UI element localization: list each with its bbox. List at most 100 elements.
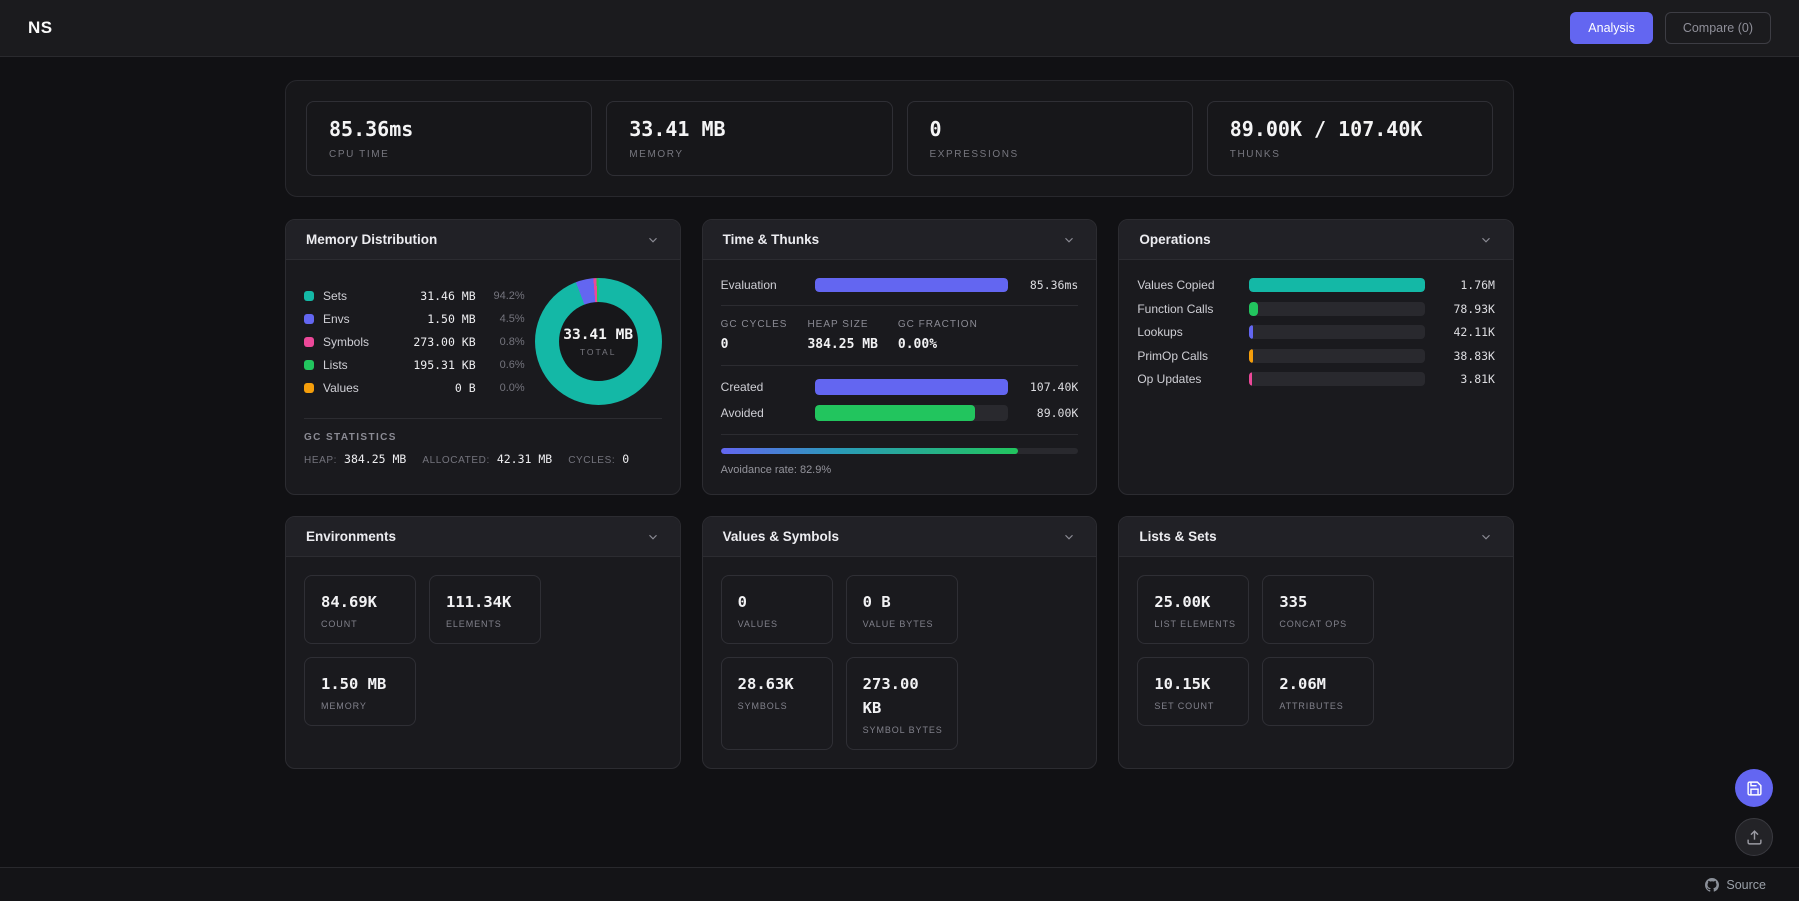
panel-lists-sets: Lists & Sets 25.00K LIST ELEMENTS 335 CO… — [1118, 516, 1514, 770]
environments-header[interactable]: Environments — [286, 517, 680, 557]
time-thunks-title: Time & Thunks — [722, 232, 820, 247]
app-logo: NS — [28, 18, 53, 37]
avoided-value: 89.00K — [1036, 406, 1079, 420]
values-color-dot — [304, 382, 314, 393]
op-label: Lookups — [1137, 325, 1183, 339]
save-icon — [1746, 780, 1762, 796]
chevron-down-icon[interactable] — [646, 233, 660, 247]
symbols-color-dot — [304, 336, 314, 347]
expressions-label: EXPRESSIONS — [929, 149, 1019, 160]
chevron-down-icon[interactable] — [646, 530, 660, 544]
legend-value: 31.46 MB — [420, 288, 476, 303]
analysis-button[interactable]: Analysis — [1570, 12, 1653, 44]
legend-item-symbols: Symbols 273.00 KB 0.8% — [304, 330, 525, 353]
created-label: Created — [720, 380, 764, 394]
op-updates-row: Op Updates 3.81K — [1137, 372, 1495, 386]
memory-legend: Sets 31.46 MB 94.2% Envs 1.50 MB 4.5% — [304, 284, 525, 399]
save-button[interactable] — [1735, 769, 1773, 807]
source-link[interactable]: Source — [1705, 877, 1766, 892]
mini-label: SET COUNT — [1154, 701, 1215, 712]
cpu-time-value: 85.36ms — [329, 117, 414, 141]
thunks-value: 89.00K / 107.40K — [1229, 117, 1423, 141]
mini-value: 25.00K — [1154, 593, 1211, 611]
share-button[interactable] — [1735, 818, 1773, 856]
main-content: 85.36ms CPU TIME 33.41 MB MEMORY 0 EXPRE… — [0, 57, 1799, 770]
environments-title: Environments — [306, 529, 397, 544]
legend-name: Symbols — [323, 334, 370, 349]
gc-heap-label: HEAP: — [304, 455, 338, 466]
chevron-down-icon[interactable] — [1062, 233, 1076, 247]
top-bar: NS Analysis Compare (0) — [0, 0, 1799, 57]
thunks-label: THUNKS — [1229, 149, 1281, 160]
github-icon — [1705, 877, 1720, 892]
set-count-card: 10.15K SET COUNT — [1137, 657, 1250, 727]
value-bytes-card: 0 B VALUE BYTES — [845, 575, 958, 645]
summary-stats-container: 85.36ms CPU TIME 33.41 MB MEMORY 0 EXPRE… — [285, 80, 1514, 197]
mini-label: SYMBOL BYTES — [862, 725, 943, 736]
symbol-bytes-card: 273.00 KB SYMBOL BYTES — [845, 657, 958, 751]
legend-name: Envs — [323, 311, 350, 326]
op-label: PrimOp Calls — [1137, 348, 1209, 363]
env-memory-card: 1.50 MB MEMORY — [304, 657, 416, 727]
mini-value: 0 — [737, 593, 747, 611]
gc-col-label: HEAP SIZE — [807, 319, 869, 330]
mini-label: SYMBOLS — [737, 701, 788, 712]
chevron-down-icon[interactable] — [1479, 530, 1493, 544]
time-thunks-header[interactable]: Time & Thunks — [702, 220, 1097, 260]
legend-pct: 4.5% — [499, 312, 525, 325]
footer: Source — [0, 867, 1799, 901]
stat-card-expressions: 0 EXPRESSIONS — [906, 101, 1193, 176]
compare-button[interactable]: Compare (0) — [1664, 12, 1771, 44]
op-value: 42.11K — [1453, 325, 1495, 339]
divider — [304, 418, 662, 419]
panel-environments: Environments 84.69K COUNT 111.34K ELEMEN… — [285, 516, 681, 770]
divider — [720, 305, 1079, 306]
avoidance-rate-label: Avoidance rate: 82.9% — [720, 464, 832, 476]
gc-col-label: GC FRACTION — [897, 319, 978, 330]
cpu-time-label: CPU TIME — [329, 149, 390, 160]
stat-card-thunks: 89.00K / 107.40K THUNKS — [1206, 101, 1493, 176]
memory-distribution-header[interactable]: Memory Distribution — [286, 220, 680, 260]
gc-statistics-title: GC STATISTICS — [304, 432, 397, 443]
donut-total-value: 33.41 MB — [563, 326, 634, 343]
lookups-bar — [1249, 325, 1254, 339]
legend-item-envs: Envs 1.50 MB 4.5% — [304, 307, 525, 330]
mini-label: VALUE BYTES — [862, 619, 934, 630]
op-label: Op Updates — [1137, 372, 1202, 386]
env-elements-card: 111.34K ELEMENTS — [429, 575, 541, 645]
function-calls-bar — [1249, 301, 1258, 316]
chevron-down-icon[interactable] — [1479, 233, 1493, 247]
symbols-count-card: 28.63K SYMBOLS — [720, 657, 833, 751]
mini-value: 111.34K — [446, 593, 512, 611]
chevron-down-icon[interactable] — [1062, 530, 1076, 544]
legend-value: 0 B — [454, 380, 476, 395]
op-value: 78.93K — [1453, 301, 1495, 316]
mini-value: 1.50 MB — [321, 675, 387, 694]
operations-header[interactable]: Operations — [1119, 220, 1513, 260]
evaluation-bar — [814, 278, 1009, 292]
lists-sets-header[interactable]: Lists & Sets — [1119, 517, 1513, 557]
divider — [720, 434, 1079, 435]
mini-value: 10.15K — [1154, 675, 1211, 694]
upload-icon — [1746, 829, 1762, 845]
mini-value: 0 B — [862, 593, 891, 611]
legend-item-sets: Sets 31.46 MB 94.2% — [304, 284, 525, 307]
avoidance-progress-fill — [720, 448, 1018, 454]
created-bar — [814, 379, 1009, 395]
source-label: Source — [1726, 877, 1766, 892]
env-count-card: 84.69K COUNT — [304, 575, 416, 645]
panel-values-symbols: Values & Symbols 0 VALUES 0 B VALUE BYTE… — [701, 516, 1098, 770]
gc-col-value: 0 — [720, 337, 729, 352]
panel-operations: Operations Values Copied 1.76M Function … — [1118, 219, 1514, 495]
gc-cycles-value: 0 — [622, 452, 630, 466]
topbar-actions: Analysis Compare (0) — [1570, 12, 1771, 44]
values-symbols-header[interactable]: Values & Symbols — [702, 517, 1097, 557]
lookups-row: Lookups 42.11K — [1137, 325, 1495, 339]
evaluation-bar-row: Evaluation 85.36ms — [721, 278, 1078, 292]
panel-time-thunks: Time & Thunks Evaluation 85.36ms GC CYCL… — [701, 219, 1098, 495]
memory-distribution-title: Memory Distribution — [306, 232, 438, 247]
op-label: Function Calls — [1137, 301, 1214, 316]
concat-ops-card: 335 CONCAT OPS — [1262, 575, 1375, 645]
legend-pct: 0.0% — [499, 381, 525, 394]
gc-heap-value: 384.25 MB — [344, 452, 407, 466]
